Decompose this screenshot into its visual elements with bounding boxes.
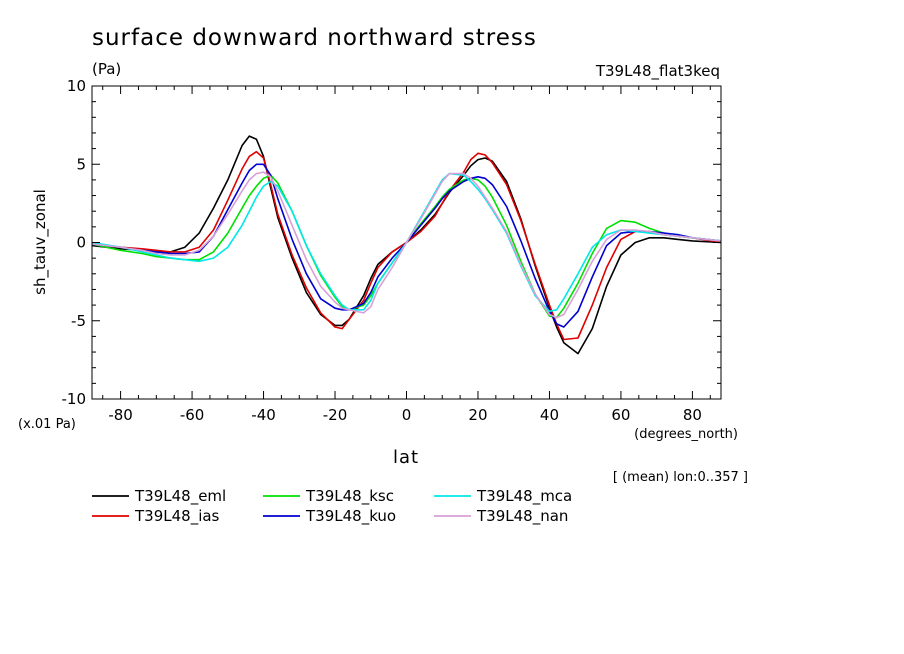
legend-label: T39L48_ksc — [305, 487, 394, 506]
x-tick-label: 0 — [402, 406, 412, 424]
x-tick-label: -80 — [108, 406, 133, 424]
x-tick-label: -60 — [180, 406, 205, 424]
y-axis-label: sh_tauv_zonal — [31, 189, 50, 295]
axis-ticks: -80 -60 -40 -20 0 20 40 60 80 -10 -5 0 5 10 — [62, 77, 721, 424]
x-tick-label: -40 — [251, 406, 276, 424]
x-tick-label: -20 — [323, 406, 348, 424]
y-tick-label: 5 — [76, 155, 86, 173]
x-tick-label: 60 — [611, 406, 630, 424]
x-tick-label: 40 — [540, 406, 559, 424]
y-tick-label: -5 — [71, 312, 86, 330]
data-series-group — [91, 135, 722, 355]
x-axis-label: lat — [393, 447, 419, 468]
y-scale-note: (x.01 Pa) — [18, 417, 76, 432]
legend-label: T39L48_mca — [476, 487, 572, 506]
experiment-label: T39L48_flat3keq — [595, 62, 720, 81]
legend-label: T39L48_kuo — [305, 507, 396, 526]
plot-area: -80 -60 -40 -20 0 20 40 60 80 -10 -5 0 5 10 — [62, 77, 722, 424]
y-tick-label: 10 — [67, 77, 86, 95]
x-units-label: (degrees_north) — [634, 427, 738, 442]
x-tick-label: 20 — [468, 406, 487, 424]
series-line-t39l48_nan — [91, 171, 722, 319]
legend-label: T39L48_nan — [476, 507, 568, 526]
x-tick-label: 80 — [683, 406, 702, 424]
units-label: (Pa) — [92, 60, 121, 78]
y-tick-label: 0 — [76, 234, 86, 252]
legend-label: T39L48_eml — [134, 487, 226, 506]
legend-label: T39L48_ias — [134, 507, 220, 526]
mean-note: [ (mean) lon:0..357 ] — [613, 470, 748, 485]
chart-title: surface downward northward stress — [92, 25, 537, 51]
y-tick-label: -10 — [62, 390, 87, 408]
